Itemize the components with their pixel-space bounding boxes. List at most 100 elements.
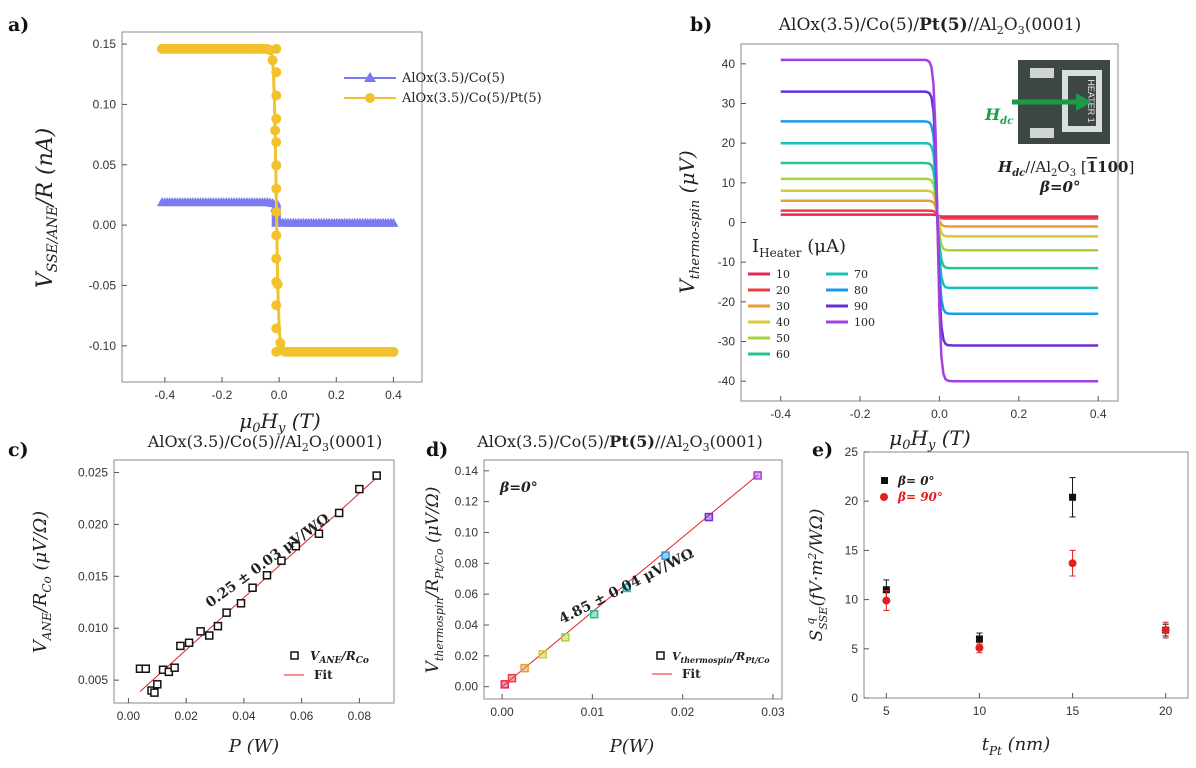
hdc-label: Hdc: [984, 105, 1013, 127]
panel-c-xlabel: P (W): [228, 736, 279, 757]
legend-circle-red-icon: [880, 493, 888, 501]
panel-d-label: d): [426, 439, 448, 461]
panel-b-label: b): [690, 14, 712, 36]
panel-a-ytick-label: 0.00: [93, 218, 117, 232]
panel-a-point: [271, 207, 282, 218]
panel-d-point: [561, 633, 570, 642]
panel-e-xtick-label: 15: [1066, 704, 1080, 718]
panel-d-point: [622, 583, 631, 593]
panel-a-ytick-label: -0.10: [89, 339, 117, 353]
panel-d-point: [520, 663, 529, 673]
panel-e-point-beta90: [975, 643, 984, 652]
panel-d-point: [589, 609, 599, 619]
panel-c-title: AlOx(3.5)/Co(5)//Al2O3(0001): [147, 432, 382, 454]
panel-e-point-beta0: [882, 586, 890, 594]
panel-c-point: [213, 621, 223, 631]
panel-a-point: [388, 217, 399, 227]
panel-c-ytick-label: 0.005: [78, 673, 108, 687]
panel-b-ytick-label: -20: [718, 295, 736, 309]
panel-b-legend-90: 90: [854, 300, 868, 313]
panel-d-point: [507, 673, 517, 683]
panel-a-point: [271, 160, 282, 171]
panel-c-point: [141, 664, 151, 673]
panel-c-point: [262, 571, 272, 580]
panel-e-point-beta0: [975, 635, 983, 643]
panel-b-xtick-label: -0.4: [770, 407, 791, 421]
panel-e: e) 5 10 15 20 0 5 10 15 20 25 β= 0° β= 90° tPt (n…: [804, 439, 1189, 758]
panel-b: b) AlOx(3.5)/Co(5)/Pt(5)//Al2O3(0001) -0…: [675, 14, 1134, 453]
panel-d-ytick-label: 0.04: [455, 618, 479, 632]
panel-d-fit-text: 4.85 ± 0.04 μV/WΩ: [557, 546, 697, 628]
panel-a-point: [271, 276, 282, 287]
panel-a-point: [271, 230, 282, 241]
panel-a-ylabel: VSSE/ANE/R (nA): [33, 128, 61, 289]
panel-c-point: [355, 484, 364, 494]
panel-b-legend-80: 80: [854, 284, 868, 297]
panel-d-xtick-label: 0.00: [490, 705, 514, 719]
panel-a-ytick-label: -0.05: [89, 278, 117, 292]
panel-b-ylabel: Vthermo-spin (μV): [675, 150, 703, 293]
panel-d-ytick-label: 0.06: [455, 587, 479, 601]
panel-c-ytick-label: 0.025: [78, 465, 108, 479]
panel-c-frame: [113, 459, 395, 704]
panel-b-ytick-label: 20: [722, 136, 736, 150]
panel-c-legend: VANE/RCo Fit: [284, 649, 369, 682]
panel-e-ytick-label: 0: [851, 691, 858, 705]
panel-b-xlabel: μ0Hy (T): [889, 426, 970, 453]
panel-d-point: [753, 471, 762, 480]
panel-d-point: [704, 512, 714, 522]
panel-b-legend-100: 100: [854, 316, 875, 329]
panel-c-xtick-label: 0.00: [117, 709, 141, 723]
panel-a-legend-0: AlOx(3.5)/Co(5): [401, 71, 505, 86]
panel-b-ytick-label: -40: [718, 374, 736, 388]
panel-b-xtick-label: -0.2: [850, 407, 871, 421]
panel-b-legend-20: 20: [776, 284, 790, 297]
panel-c-legend-0: VANE/RCo: [310, 649, 369, 666]
arrow-head-icon: [1076, 93, 1092, 111]
panel-a-point: [270, 125, 281, 136]
panel-a-ytick-label: 0.05: [93, 158, 117, 172]
panel-e-ytick-label: 25: [845, 445, 859, 459]
panel-d-title: AlOx(3.5)/Co(5)/Pt(5)//Al2O3(0001): [476, 432, 763, 454]
panel-c-point: [222, 608, 231, 617]
panel-c-ytick-label: 0.015: [78, 569, 108, 583]
panel-a-xtick-label: 0.2: [328, 388, 345, 402]
panel-a-xtick-label: 0.0: [271, 388, 288, 402]
panel-b-ytick-label: 40: [722, 57, 736, 71]
panel-c-point: [196, 627, 205, 636]
panel-c-point: [150, 688, 159, 697]
panel-b-legend-40: 40: [776, 316, 790, 329]
legend-square-icon: [881, 477, 888, 484]
panel-c-point: [170, 663, 179, 672]
panel-a-xtick-label: -0.2: [212, 388, 233, 402]
panel-e-legend: β= 0° β= 90°: [880, 474, 943, 504]
panel-a-xtick-label: 0.4: [385, 388, 402, 402]
panel-a-point: [271, 183, 282, 194]
panel-c-point: [236, 599, 246, 608]
panel-c-label: c): [8, 439, 29, 461]
panel-d-legend-0: Vthermospin/RPt/Co: [672, 650, 770, 665]
panel-d-xlabel: P(W): [609, 736, 655, 757]
panel-e-ytick-label: 20: [845, 494, 859, 508]
panel-d-frame: [483, 459, 783, 700]
panel-d-ytick-label: 0.08: [455, 556, 479, 570]
panel-b-legend-10: 10: [776, 268, 790, 281]
panel-c-point: [153, 680, 162, 689]
panel-c-xtick-label: 0.08: [348, 709, 372, 723]
panel-c-point: [248, 583, 257, 592]
panel-a-frame: [121, 31, 423, 383]
panel-a-legend-1: AlOx(3.5)/Co(5)/Pt(5): [401, 91, 542, 106]
panel-a-point: [271, 137, 282, 148]
panel-b-legend-title: IHeater (μA): [752, 236, 846, 260]
panel-a-ytick-label: 0.15: [93, 37, 117, 51]
panel-e-frame: [863, 451, 1189, 699]
panel-d-ytick-label: 0.12: [455, 495, 479, 509]
panel-a-point: [271, 300, 282, 311]
panel-a-point: [271, 253, 282, 264]
panel-c-point: [176, 641, 185, 651]
panel-a: a) -0.4 -0.2 0.0 0.2 0.4 -0.10 -0.05 0.00 0.05 0.…: [8, 14, 542, 436]
panel-b-direction: Hdc//Al2O3 [1100]: [997, 158, 1134, 179]
panel-b-legend-30: 30: [776, 300, 790, 313]
panel-d-point: [538, 650, 547, 659]
